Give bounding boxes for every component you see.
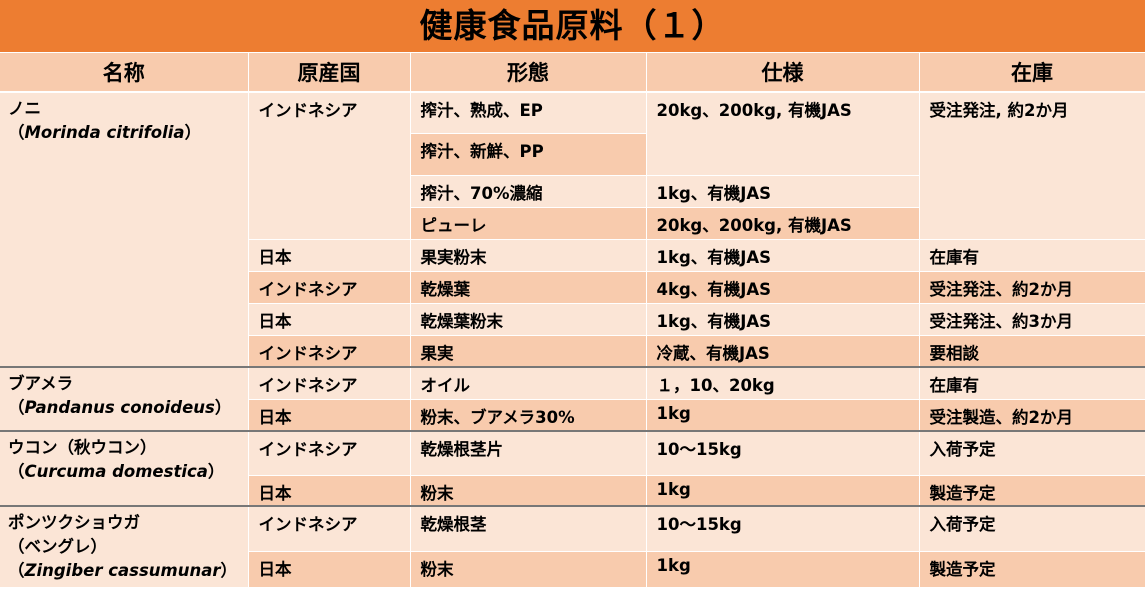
- spec-cell: 1kg、有機JAS: [646, 175, 920, 208]
- table-row: 搾汁、70%濃縮 1kg、有機JAS: [0, 175, 1145, 208]
- spec-cell: 1kg、有機JAS: [646, 303, 920, 336]
- origin-cell: 日本: [248, 303, 411, 336]
- product-name-cell: ブアメラ （Pandanus conoideus）: [0, 366, 249, 432]
- stock-cell: 在庫有: [919, 239, 1145, 272]
- product-name-cell: ポンツクショウガ （ベングレ） （Zingiber cassumunar）: [0, 505, 249, 588]
- origin-cell: インドネシア: [248, 271, 411, 304]
- origin-cell: 日本: [248, 475, 411, 507]
- product-alias: （ベングレ）: [8, 537, 107, 556]
- table-row: 搾汁、新鮮、PP: [0, 133, 1145, 176]
- product-name: ポンツクショウガ: [8, 513, 140, 532]
- form-cell: ピューレ: [410, 207, 647, 240]
- column-header-spec: 仕様: [646, 53, 920, 93]
- product-latin-name: Zingiber cassumunar: [24, 561, 221, 580]
- spec-cell: 10～15kg: [646, 505, 920, 552]
- table-row: ウコン（秋ウコン） （Curcuma domestica） インドネシア 乾燥根…: [0, 430, 1145, 507]
- origin-cell: インドネシア: [248, 505, 411, 552]
- form-cell: 乾燥葉: [410, 271, 647, 304]
- column-header-name: 名称: [0, 53, 249, 93]
- product-latin-name: Pandanus conoideus: [24, 398, 215, 417]
- form-cell: 乾燥根茎: [410, 505, 647, 552]
- origin-cell: インドネシア: [248, 91, 411, 240]
- product-name: ウコン（秋ウコン）: [8, 438, 157, 457]
- origin-cell: インドネシア: [248, 335, 411, 368]
- form-cell: 乾燥根茎片: [410, 430, 647, 476]
- origin-cell: 日本: [248, 399, 411, 432]
- stock-cell: 受注製造、約2か月: [919, 399, 1145, 432]
- table-row: インドネシア 果実 冷蔵、有機JAS 要相談: [0, 335, 1145, 368]
- stock-cell: 受注発注、約3か月: [919, 303, 1145, 336]
- table-row: インドネシア 乾燥葉 4kg、有機JAS 受注発注、約2か月: [0, 271, 1145, 304]
- stock-cell: 入荷予定: [919, 505, 1145, 552]
- table-row: ピューレ 20kg、200kg, 有機JAS: [0, 207, 1145, 240]
- table-row: ノニ （Morinda citrifolia） インドネシア 搾汁、熟成、EP …: [0, 91, 1145, 368]
- table-row: 日本 粉末、ブアメラ30% 1kg 受注製造、約2か月: [0, 399, 1145, 432]
- table-row: ポンツクショウガ （ベングレ） （Zingiber cassumunar） イン…: [0, 505, 1145, 588]
- product-name: ノニ: [8, 99, 41, 118]
- stock-cell: 受注発注, 約2か月: [919, 91, 1145, 240]
- spec-cell: 20kg、200kg, 有機JAS: [646, 207, 920, 240]
- stock-cell: 在庫有: [919, 366, 1145, 400]
- stock-cell: 製造予定: [919, 475, 1145, 507]
- ingredients-table: 名称 原産国 形態 仕様 在庫 ノニ （Morinda citrifolia） …: [0, 53, 1145, 588]
- form-cell: 粉末: [410, 475, 647, 507]
- form-cell: 粉末: [410, 551, 647, 588]
- header-row: 名称 原産国 形態 仕様 在庫: [0, 53, 1145, 93]
- product-latin-name: Curcuma domestica: [24, 462, 208, 481]
- form-cell: 搾汁、新鮮、PP: [410, 133, 647, 176]
- product-name-cell: ウコン（秋ウコン） （Curcuma domestica）: [0, 430, 249, 507]
- product-latin-name: Morinda citrifolia: [24, 123, 185, 142]
- table-row: 日本 果実粉末 1kg、有機JAS 在庫有: [0, 239, 1145, 272]
- form-cell: 搾汁、熟成、EP: [410, 91, 647, 134]
- form-cell: 乾燥葉粉末: [410, 303, 647, 336]
- table-row: 日本 粉末 1kg 製造予定: [0, 551, 1145, 588]
- column-header-origin: 原産国: [248, 53, 411, 93]
- stock-cell: 要相談: [919, 335, 1145, 368]
- column-header-form: 形態: [410, 53, 647, 93]
- table-row: 日本 乾燥葉粉末 1kg、有機JAS 受注発注、約3か月: [0, 303, 1145, 336]
- stock-cell: 入荷予定: [919, 430, 1145, 476]
- origin-cell: インドネシア: [248, 366, 411, 400]
- page-title: 健康食品原料（１）: [0, 0, 1145, 52]
- spec-cell: 4kg、有機JAS: [646, 271, 920, 304]
- spec-cell: 1kg: [646, 551, 920, 588]
- table-row: 日本 粉末 1kg 製造予定: [0, 475, 1145, 507]
- column-header-stock: 在庫: [919, 53, 1145, 93]
- spec-cell: 冷蔵、有機JAS: [646, 335, 920, 368]
- form-cell: オイル: [410, 366, 647, 400]
- form-cell: 搾汁、70%濃縮: [410, 175, 647, 208]
- form-cell: 粉末、ブアメラ30%: [410, 399, 647, 432]
- form-cell: 果実粉末: [410, 239, 647, 272]
- spec-cell: 10～15kg: [646, 430, 920, 476]
- spec-cell: 1kg、有機JAS: [646, 239, 920, 272]
- spec-cell: 1kg: [646, 475, 920, 507]
- product-name: ブアメラ: [8, 374, 74, 393]
- stock-cell: 製造予定: [919, 551, 1145, 588]
- origin-cell: 日本: [248, 551, 411, 588]
- stock-cell: 受注発注、約2か月: [919, 271, 1145, 304]
- origin-cell: 日本: [248, 239, 411, 272]
- spec-cell: １，10、20kg: [646, 366, 920, 400]
- table-row: ブアメラ （Pandanus conoideus） インドネシア オイル １，1…: [0, 366, 1145, 432]
- spec-cell: 1kg: [646, 399, 920, 432]
- origin-cell: インドネシア: [248, 430, 411, 476]
- product-name-cell: ノニ （Morinda citrifolia）: [0, 91, 249, 368]
- spec-cell: 20kg、200kg, 有機JAS: [646, 91, 920, 176]
- form-cell: 果実: [410, 335, 647, 368]
